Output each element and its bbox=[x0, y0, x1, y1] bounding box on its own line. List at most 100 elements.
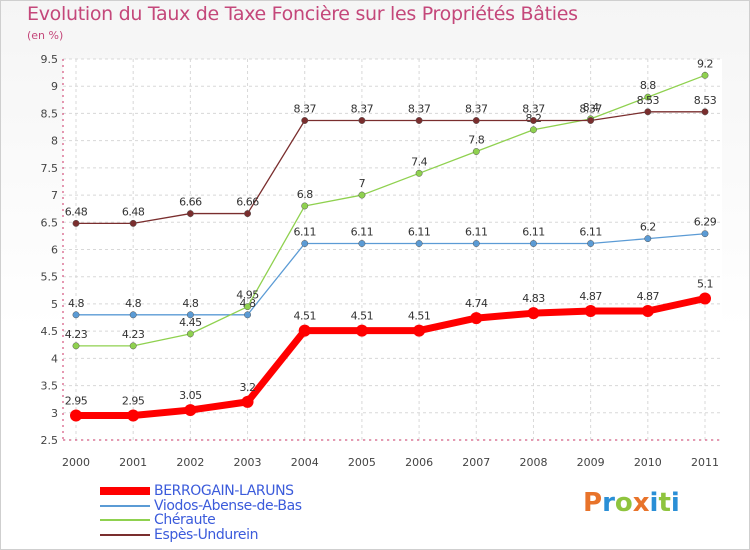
brand-letter: r bbox=[602, 488, 615, 518]
x-tick-label: 2005 bbox=[348, 456, 376, 469]
legend-swatch bbox=[100, 487, 150, 495]
data-point bbox=[472, 148, 480, 155]
data-label: 8.53 bbox=[694, 94, 717, 107]
x-tick-label: 2002 bbox=[176, 456, 204, 469]
data-point bbox=[241, 395, 254, 408]
x-tick-label: 2001 bbox=[119, 456, 147, 469]
data-point bbox=[530, 240, 537, 247]
data-label: 8.4 bbox=[583, 101, 599, 114]
data-point bbox=[470, 312, 483, 325]
data-label: 4.8 bbox=[182, 297, 198, 310]
y-tick-label: 5.5 bbox=[41, 271, 59, 284]
legend-swatch bbox=[100, 533, 150, 536]
data-label: 4.87 bbox=[579, 290, 602, 303]
data-point bbox=[530, 126, 537, 134]
data-label: 8.37 bbox=[579, 103, 602, 116]
data-label: 6.48 bbox=[65, 205, 88, 218]
data-label: 8.37 bbox=[351, 103, 374, 116]
data-label: 4.23 bbox=[65, 328, 88, 341]
data-point bbox=[358, 240, 366, 247]
y-tick-label: 7 bbox=[51, 189, 58, 202]
series-berrogain-laruns: 2.95 2.95 3.05 3.2 4.51 4.51 4.51 4.74 4.83 4.87 4… bbox=[65, 277, 714, 422]
data-point bbox=[701, 108, 709, 116]
data-label: 4.87 bbox=[637, 290, 660, 303]
data-point bbox=[127, 409, 140, 422]
y-tick-label: 8 bbox=[51, 135, 58, 148]
data-label: 4.51 bbox=[408, 310, 431, 323]
legend-label: Viodos-Abense-de-Bas bbox=[154, 497, 302, 514]
data-point bbox=[587, 240, 595, 247]
y-tick-label: 9.5 bbox=[41, 53, 59, 66]
data-point bbox=[244, 303, 251, 311]
data-label: 2.95 bbox=[65, 395, 88, 408]
y-tick-label: 9 bbox=[51, 80, 58, 93]
series-esp-s-undurein: 6.48 6.48 6.66 6.66 8.37 8.37 8.37 8.37 8.37 8.37… bbox=[65, 94, 717, 227]
data-label: 6.48 bbox=[122, 205, 145, 218]
data-point bbox=[644, 108, 652, 116]
data-label: 7.4 bbox=[411, 155, 427, 168]
chart-subtitle: (en %) bbox=[27, 29, 64, 42]
data-point bbox=[415, 240, 423, 247]
x-tick-label: 2011 bbox=[691, 456, 719, 469]
data-label: 4.8 bbox=[125, 297, 141, 310]
data-label: 6.11 bbox=[579, 226, 602, 239]
data-point bbox=[186, 311, 194, 319]
data-label: 3.2 bbox=[240, 381, 256, 394]
data-point bbox=[301, 202, 309, 210]
y-tick-label: 3.5 bbox=[41, 380, 59, 393]
chart-title: Evolution du Taux de Taxe Foncière sur l… bbox=[27, 3, 578, 25]
x-tick-label: 2009 bbox=[577, 456, 605, 469]
x-tick-label: 2003 bbox=[234, 456, 262, 469]
data-label: 8.37 bbox=[465, 103, 488, 116]
data-point bbox=[415, 117, 423, 124]
series-line bbox=[75, 74, 706, 347]
legend-swatch bbox=[100, 504, 150, 507]
data-label: 4.95 bbox=[236, 289, 259, 302]
data-point bbox=[72, 311, 80, 319]
data-label: 6.11 bbox=[408, 226, 431, 239]
data-point bbox=[301, 117, 309, 124]
data-label: 7.8 bbox=[468, 134, 484, 147]
data-label: 8.8 bbox=[640, 79, 656, 92]
data-point bbox=[472, 240, 480, 247]
brand-logo: Proxiti bbox=[583, 488, 680, 518]
data-label: 4.74 bbox=[465, 297, 488, 310]
y-tick-label: 8.5 bbox=[41, 107, 59, 120]
data-label: 4.51 bbox=[293, 310, 316, 323]
data-point bbox=[301, 240, 309, 247]
series-line bbox=[75, 111, 706, 225]
data-label: 8.37 bbox=[293, 103, 316, 116]
data-label: 3.05 bbox=[179, 389, 202, 402]
data-point bbox=[355, 324, 368, 337]
y-tick-label: 2.5 bbox=[41, 434, 59, 447]
data-point bbox=[358, 191, 366, 199]
x-tick-label: 2007 bbox=[462, 456, 490, 469]
data-label: 6.29 bbox=[694, 216, 717, 229]
data-label: 2.95 bbox=[122, 395, 145, 408]
y-tick-label: 6.5 bbox=[41, 216, 59, 229]
data-point bbox=[72, 219, 80, 227]
x-tick-label: 2008 bbox=[519, 456, 547, 469]
data-point bbox=[186, 330, 194, 338]
data-point bbox=[129, 219, 137, 227]
brand-letter: x bbox=[632, 488, 650, 518]
data-point bbox=[527, 307, 540, 320]
data-label: 6.66 bbox=[236, 196, 259, 209]
data-label: 7 bbox=[359, 177, 366, 190]
y-tick-label: 6 bbox=[51, 244, 58, 257]
data-label: 4.83 bbox=[522, 292, 545, 305]
data-point bbox=[72, 342, 80, 350]
series-ch-raute: 4.234.234.454.956.877.47.88.28.48.89.2 bbox=[65, 57, 714, 350]
data-label: 6.2 bbox=[640, 221, 656, 234]
data-point bbox=[472, 117, 480, 124]
y-tick-label: 3 bbox=[51, 407, 58, 420]
y-tick-label: 5 bbox=[51, 298, 58, 311]
data-point bbox=[184, 404, 197, 417]
legend-label: Espès-Undurein bbox=[154, 526, 259, 543]
series-line bbox=[75, 233, 706, 316]
x-tick-label: 2004 bbox=[291, 456, 319, 469]
data-label: 6.11 bbox=[465, 226, 488, 239]
data-label: 6.11 bbox=[351, 226, 374, 239]
data-label: 9.2 bbox=[697, 57, 713, 70]
